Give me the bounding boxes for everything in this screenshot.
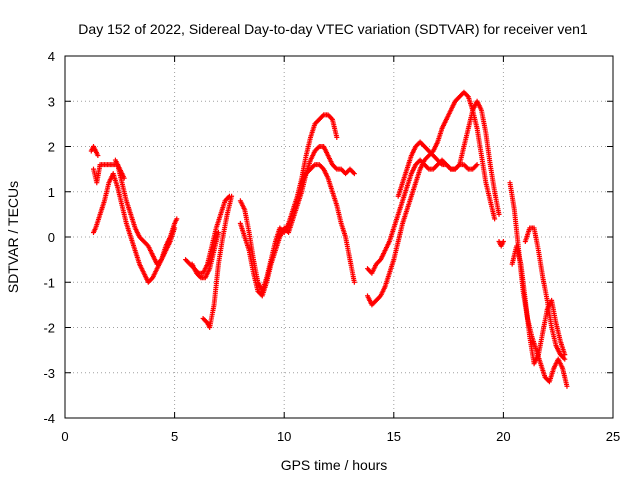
- data-point: [474, 162, 480, 168]
- data-point: [351, 171, 357, 177]
- series-b: [90, 171, 178, 285]
- x-tick-label: 10: [277, 429, 291, 444]
- x-tick-label: 5: [171, 429, 178, 444]
- y-tick-label: 4: [48, 49, 55, 64]
- data-point: [229, 193, 235, 199]
- series-c: [88, 144, 101, 159]
- data-marks: [88, 89, 570, 389]
- y-tick-label: 1: [48, 185, 55, 200]
- x-axis-label: GPS time / hours: [281, 457, 388, 473]
- data-point: [564, 383, 570, 389]
- series-d: [112, 157, 127, 181]
- data-point: [496, 211, 502, 217]
- chart-title: Day 152 of 2022, Sidereal Day-to-day VTE…: [78, 21, 588, 37]
- y-tick-label: -1: [43, 275, 55, 290]
- series-q: [496, 239, 506, 249]
- series-p: [522, 225, 568, 362]
- data-point: [500, 239, 506, 245]
- data-point: [215, 229, 221, 235]
- series-l: [364, 89, 498, 308]
- data-point: [121, 175, 127, 181]
- tick-group: 0 5 10 15 20 25 -4 -3 -2 -1 0 1 2 3 4: [43, 49, 620, 444]
- y-tick-label: -3: [43, 366, 55, 381]
- series-f: [200, 193, 235, 330]
- data-point: [95, 153, 101, 159]
- y-axis-label: SDTVAR / TECUs: [5, 181, 21, 293]
- series-j: [299, 162, 357, 285]
- data-point: [172, 225, 178, 231]
- plot-frame: [64, 55, 614, 419]
- data-point: [174, 216, 180, 222]
- x-tick-label: 25: [606, 429, 620, 444]
- y-tick-label: 2: [48, 140, 55, 155]
- data-point: [351, 279, 357, 285]
- x-tick-label: 15: [387, 429, 401, 444]
- series-g: [189, 229, 221, 281]
- y-tick-label: 3: [48, 94, 55, 109]
- y-tick-label: -2: [43, 321, 55, 336]
- data-point: [492, 216, 498, 222]
- x-tick-label: 20: [496, 429, 510, 444]
- y-tick-label: 0: [48, 230, 55, 245]
- data-point: [334, 134, 340, 140]
- data-point: [562, 356, 568, 362]
- x-tick-label: 0: [61, 429, 68, 444]
- series-m: [395, 139, 480, 199]
- y-tick-label: -4: [43, 411, 55, 426]
